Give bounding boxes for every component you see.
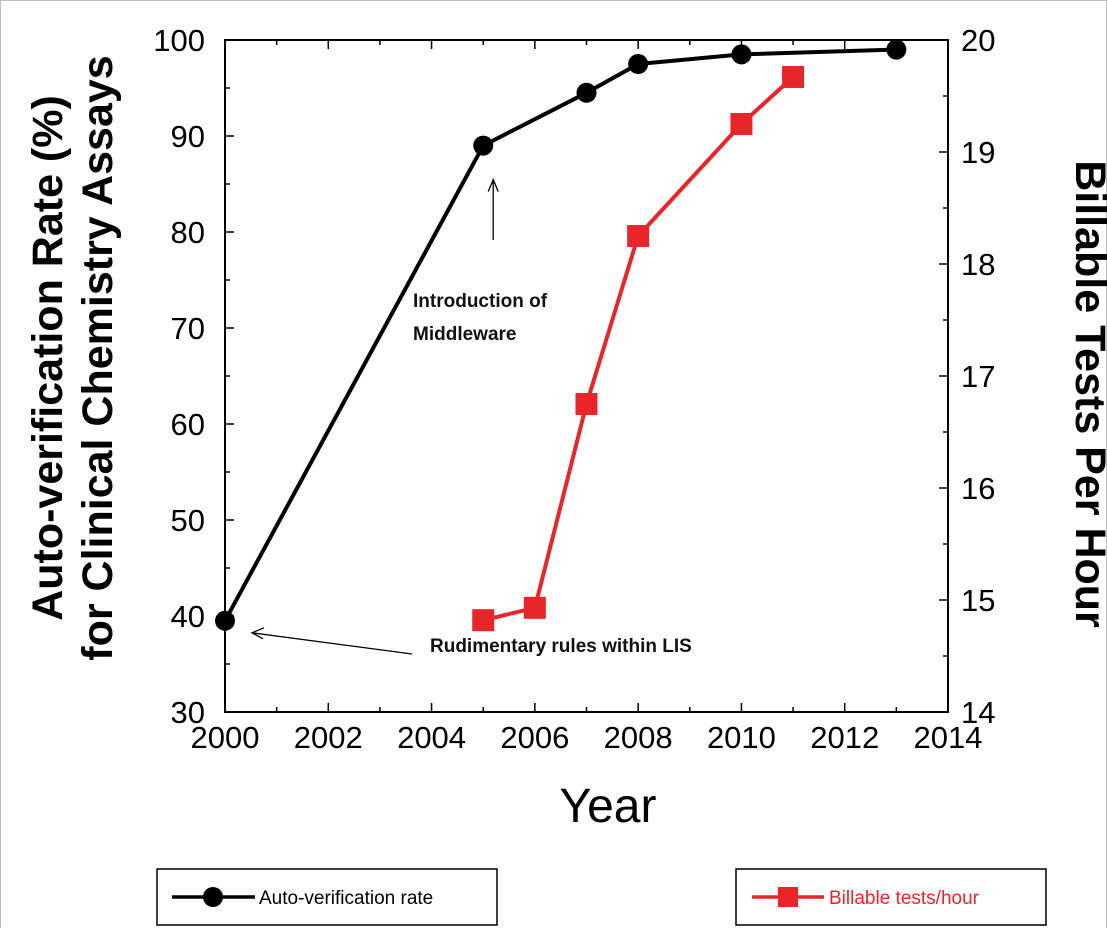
billable-tests-point — [627, 225, 650, 247]
y-right-tick-label: 15 — [961, 583, 995, 618]
axis-ticks — [224, 39, 949, 713]
legend-label-auto-verification: Auto-verification rate — [259, 888, 433, 909]
tick-labels: 2000 2002 2004 2006 2008 2010 2012 201430405060… — [153, 23, 995, 755]
x-tick-label: 2000 — [191, 720, 260, 755]
middleware-annotation-line1: Introduction of — [413, 291, 548, 312]
y-axis-right-title: Billable Tests Per Hour — [1066, 160, 1107, 628]
y-right-tick-label: 16 — [961, 471, 995, 506]
auto-verification-point — [886, 39, 907, 60]
y-left-tick-label: 40 — [171, 599, 205, 634]
y-axis-left-title-line1: Auto-verification Rate (%) — [24, 95, 72, 621]
x-axis-title: Year — [560, 780, 657, 833]
y-left-tick-label: 100 — [153, 23, 205, 58]
y-right-tick-label: 19 — [961, 135, 995, 170]
y-right-tick-label: 18 — [961, 247, 995, 282]
y-right-tick-label: 20 — [961, 23, 995, 58]
legend-marker-auto-verification — [203, 887, 223, 907]
billable-tests-point — [730, 113, 753, 135]
middleware-annotation-line2: Middleware — [413, 324, 516, 345]
x-tick-label: 2012 — [810, 720, 879, 755]
y-right-tick-label: 17 — [961, 359, 995, 394]
lis-arrowhead — [250, 627, 265, 640]
legend: Auto-verification rate Billable tests/ho… — [156, 868, 1047, 926]
billable-tests-point — [472, 609, 495, 632]
billable-tests-point — [782, 65, 805, 88]
x-tick-label: 2006 — [500, 720, 569, 755]
y-left-tick-label: 70 — [171, 311, 205, 346]
x-tick-label: 2002 — [294, 720, 363, 755]
billable-tests-point — [523, 596, 546, 619]
plot-area — [224, 39, 949, 713]
lis-arrow — [251, 632, 413, 655]
x-tick-label: 2008 — [604, 720, 673, 755]
legend-label-billable-tests: Billable tests/hour — [829, 888, 980, 909]
billable-tests-line — [482, 75, 795, 623]
y-left-tick-label: 90 — [171, 119, 205, 154]
middleware-arrowhead — [487, 177, 499, 192]
auto-verification-point — [215, 610, 235, 631]
y-left-tick-label: 60 — [171, 407, 205, 442]
auto-verification-point — [628, 54, 649, 74]
auto-verification-point — [576, 82, 597, 103]
auto-verification-point — [731, 44, 752, 65]
auto-verification-point — [473, 135, 494, 156]
annotations: Introduction of Middleware Rudimentary r… — [250, 177, 692, 657]
x-tick-label: 2014 — [914, 720, 983, 755]
billable-tests-point — [575, 393, 598, 415]
x-tick-label: 2010 — [707, 720, 776, 755]
y-left-tick-label: 50 — [171, 503, 205, 538]
y-right-tick-label: 14 — [961, 695, 995, 730]
series-billable-tests — [472, 65, 805, 632]
y-left-tick-label: 30 — [171, 695, 205, 730]
lis-annotation: Rudimentary rules within LIS — [430, 636, 692, 657]
legend-marker-billable-tests — [778, 887, 798, 907]
series-auto-verification-rate — [215, 39, 907, 631]
x-tick-label: 2004 — [397, 720, 466, 755]
auto-verification-line — [223, 47, 897, 622]
y-axis-left-title-line2: for Clinical Chemistry Assays — [74, 55, 122, 660]
y-left-tick-label: 80 — [171, 215, 205, 250]
